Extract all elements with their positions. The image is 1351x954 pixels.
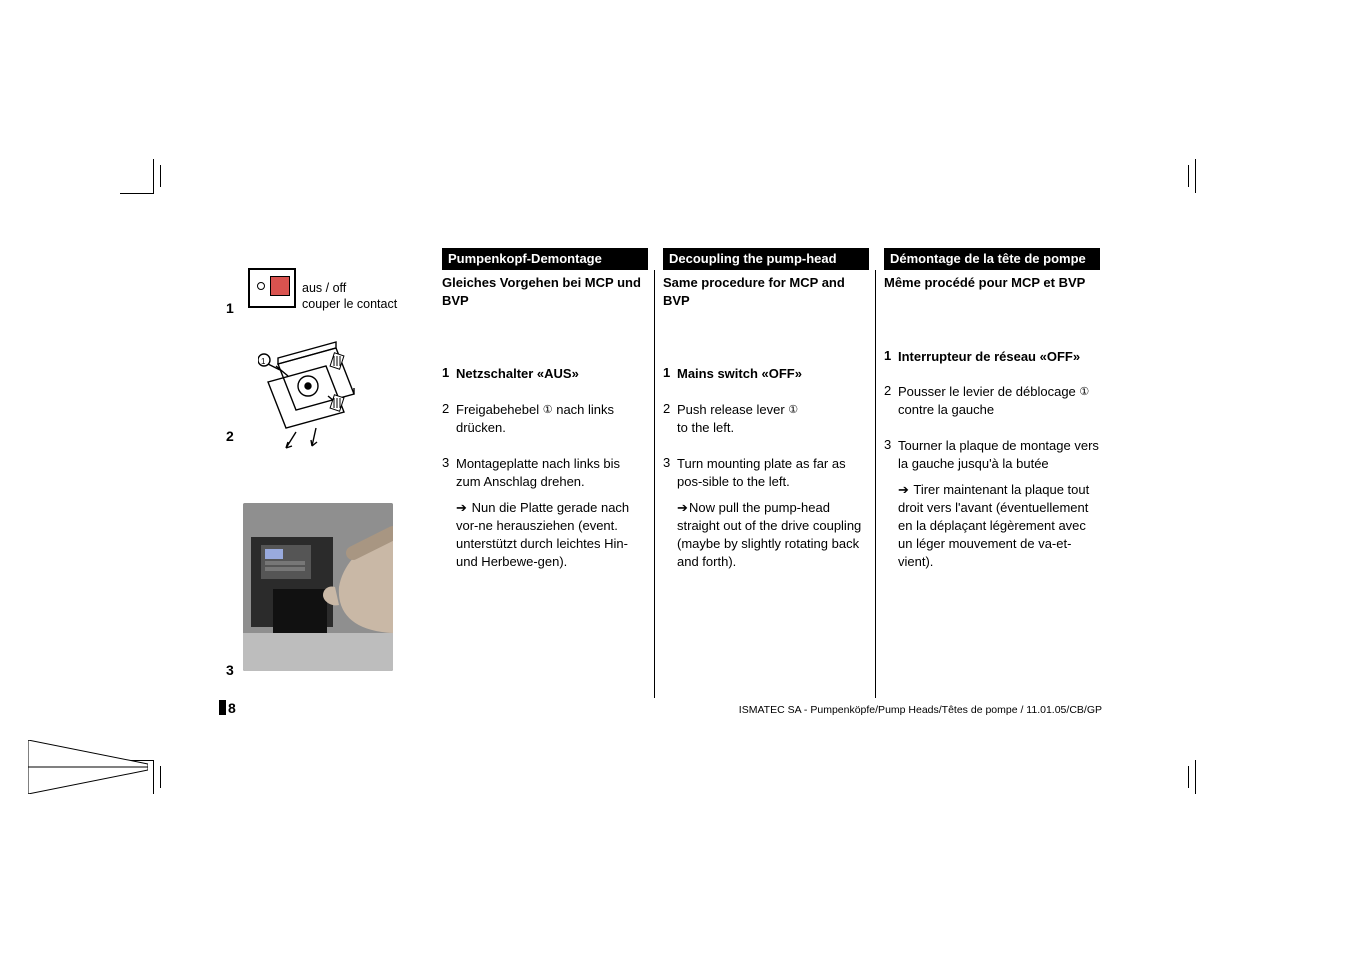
column-fr: Démontage de la tête de pompe Même procé… xyxy=(884,248,1100,571)
column-de: Pumpenkopf-Demontage Gleiches Vorgehen b… xyxy=(442,248,648,571)
step2-de: Freigabehebel ① nach links drücken. xyxy=(456,401,648,437)
crop-mark xyxy=(153,159,154,193)
switch-caption-line2: couper le contact xyxy=(302,297,397,311)
crop-mark xyxy=(1195,760,1196,794)
pump-head-photo xyxy=(243,503,393,671)
step3-arrow-en: ➔Now pull the pump-head straight out of … xyxy=(677,499,869,571)
page-number: 8 xyxy=(219,700,236,716)
crop-mark xyxy=(1188,766,1189,788)
crop-mark xyxy=(160,766,161,788)
step2-en: Push release lever ① to the left. xyxy=(677,401,869,437)
crop-mark xyxy=(160,165,161,187)
heading-en: Decoupling the pump-head xyxy=(663,248,869,270)
switch-caption: aus / off couper le contact xyxy=(302,280,397,313)
column-divider xyxy=(654,270,655,698)
subheading-de: Gleiches Vorgehen bei MCP und BVP xyxy=(442,274,648,309)
step3-en: Turn mounting plate as far as pos-sible … xyxy=(677,455,869,491)
step2-fr: Pousser le levier de déblocage ① contre … xyxy=(898,383,1100,419)
svg-text:1: 1 xyxy=(261,357,266,366)
figure-number-1: 1 xyxy=(226,300,234,316)
heading-fr: Démontage de la tête de pompe xyxy=(884,248,1100,270)
fold-mark xyxy=(28,740,148,794)
subheading-en: Same procedure for MCP and BVP xyxy=(663,274,869,309)
column-divider xyxy=(875,270,876,698)
subheading-fr: Même procédé pour MCP et BVP xyxy=(884,274,1100,292)
crop-mark xyxy=(1188,165,1189,187)
step3-arrow-fr: ➔ Tirer maintenant la plaque tout droit … xyxy=(898,481,1100,571)
heading-de: Pumpenkopf-Demontage xyxy=(442,248,648,270)
step1-fr: Interrupteur de réseau «OFF» xyxy=(898,348,1100,366)
mounting-plate-diagram: 1 xyxy=(258,336,356,454)
figure-number-3: 3 xyxy=(226,662,234,678)
step1-en: Mains switch «OFF» xyxy=(677,365,869,383)
footer-text: ISMATEC SA - Pumpenköpfe/Pump Heads/Tête… xyxy=(739,704,1102,716)
column-en: Decoupling the pump-head Same procedure … xyxy=(663,248,869,571)
crop-mark xyxy=(1195,159,1196,193)
step3-de: Montageplatte nach links bis zum Anschla… xyxy=(456,455,648,491)
crop-mark xyxy=(153,760,154,794)
power-switch-illustration xyxy=(248,268,298,310)
figure-number-2: 2 xyxy=(226,428,234,444)
step3-arrow-de: ➔ Nun die Platte gerade nach vor-ne hera… xyxy=(456,499,648,571)
crop-mark xyxy=(120,193,154,194)
switch-caption-line1: aus / off xyxy=(302,281,346,295)
step3-fr: Tourner la plaque de montage vers la gau… xyxy=(898,437,1100,473)
step1-de: Netzschalter «AUS» xyxy=(456,365,648,383)
